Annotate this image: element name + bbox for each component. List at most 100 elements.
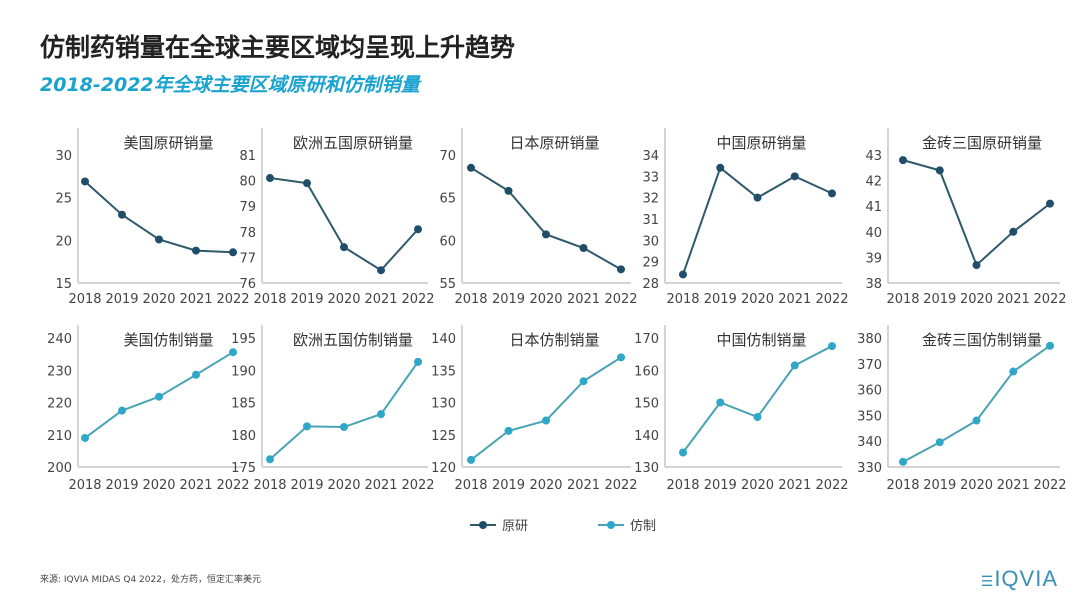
y-tick-label: 33 xyxy=(642,170,659,185)
legend-label-generic: 仿制 xyxy=(630,519,657,534)
y-tick-label: 135 xyxy=(431,364,456,379)
y-tick-label: 29 xyxy=(642,256,659,271)
x-tick-label: 2019 xyxy=(492,478,525,493)
chart-title: 金砖三国原研销量 xyxy=(922,134,1042,152)
x-tick-label: 2020 xyxy=(529,292,562,307)
x-tick-label: 2022 xyxy=(1033,292,1066,307)
data-point xyxy=(716,163,725,172)
x-tick-label: 2022 xyxy=(604,292,637,307)
y-tick-label: 34 xyxy=(642,149,659,164)
x-tick-label: 2019 xyxy=(290,292,323,307)
x-tick-label: 2020 xyxy=(529,478,562,493)
chart-title: 中国仿制销量 xyxy=(716,331,806,349)
x-tick-label: 2018 xyxy=(253,292,286,307)
series-line xyxy=(902,344,1051,463)
data-point xyxy=(340,243,348,252)
x-tick-label: 2021 xyxy=(997,292,1030,307)
y-tick-label: 200 xyxy=(47,461,72,476)
chart-title: 日本仿制销量 xyxy=(509,331,599,349)
series-line xyxy=(682,345,833,454)
x-tick-label: 2019 xyxy=(105,292,138,307)
data-point xyxy=(753,413,762,422)
x-tick-label: 2019 xyxy=(923,292,956,307)
y-tick-label: 170 xyxy=(634,332,659,347)
data-point xyxy=(935,166,944,175)
chart-title: 欧洲五国仿制销量 xyxy=(293,331,413,349)
data-point xyxy=(828,342,836,351)
chart-title: 中国原研销量 xyxy=(716,134,806,152)
data-point xyxy=(899,457,907,466)
x-tick-label: 2020 xyxy=(960,292,993,307)
x-tick-label: 2022 xyxy=(216,292,249,307)
y-tick-label: 220 xyxy=(47,397,72,412)
y-tick-label: 60 xyxy=(439,234,456,249)
data-point xyxy=(899,156,907,165)
y-tick-label: 30 xyxy=(642,234,659,249)
data-point xyxy=(972,416,981,425)
y-tick-label: 77 xyxy=(239,251,256,266)
y-tick-label: 76 xyxy=(239,277,256,292)
x-tick-label: 2020 xyxy=(142,292,175,307)
y-tick-label: 370 xyxy=(857,358,882,373)
data-point xyxy=(1009,227,1018,236)
y-tick-label: 140 xyxy=(634,429,659,444)
x-tick-label: 2022 xyxy=(216,478,249,493)
data-point xyxy=(790,361,799,370)
data-point xyxy=(504,426,513,435)
data-point xyxy=(504,186,513,195)
source-note: 来源: IQVIA MIDAS Q4 2022，处方药，恒定汇率美元 xyxy=(40,575,261,585)
x-tick-label: 2019 xyxy=(923,478,956,493)
y-tick-label: 40 xyxy=(865,226,882,241)
y-tick-label: 55 xyxy=(439,277,456,292)
y-tick-label: 79 xyxy=(239,200,256,215)
y-tick-label: 160 xyxy=(634,364,659,379)
legend-marker-generic xyxy=(598,520,625,529)
x-tick-label: 2021 xyxy=(567,292,600,307)
x-tick-label: 2020 xyxy=(327,478,360,493)
data-point xyxy=(266,455,274,464)
y-tick-label: 28 xyxy=(642,277,659,292)
y-tick-label: 78 xyxy=(239,226,256,241)
data-point xyxy=(414,225,422,234)
series-line xyxy=(682,166,833,275)
x-tick-label: 2018 xyxy=(454,478,487,493)
data-point xyxy=(229,348,237,357)
x-tick-label: 2018 xyxy=(886,478,919,493)
y-tick-label: 140 xyxy=(431,332,456,347)
page-subtitle: 2018-2022年全球主要区域原研和仿制销量 xyxy=(40,74,420,96)
x-tick-label: 2020 xyxy=(142,478,175,493)
legend-item-generic: 仿制 xyxy=(598,515,656,534)
data-point xyxy=(303,179,311,188)
x-tick-label: 2018 xyxy=(68,292,101,307)
y-tick-label: 150 xyxy=(634,397,659,412)
x-tick-label: 2018 xyxy=(253,478,286,493)
chart-title: 欧洲五国原研销量 xyxy=(293,134,413,152)
y-tick-label: 25 xyxy=(55,192,72,207)
data-point xyxy=(81,177,89,186)
series-line xyxy=(269,177,419,272)
data-point xyxy=(155,392,163,401)
x-tick-label: 2021 xyxy=(567,478,600,493)
x-tick-label: 2021 xyxy=(364,478,397,493)
y-tick-label: 38 xyxy=(865,277,882,292)
y-tick-label: 81 xyxy=(239,149,256,164)
y-tick-label: 340 xyxy=(857,435,882,450)
data-point xyxy=(377,410,385,419)
x-tick-label: 2019 xyxy=(704,292,737,307)
x-tick-label: 2018 xyxy=(666,292,699,307)
y-tick-label: 195 xyxy=(231,332,256,347)
x-tick-label: 2020 xyxy=(960,478,993,493)
data-point xyxy=(414,357,422,366)
x-tick-label: 2022 xyxy=(401,292,434,307)
x-tick-label: 2019 xyxy=(105,478,138,493)
data-point xyxy=(118,210,126,219)
data-point xyxy=(118,406,126,415)
y-tick-label: 39 xyxy=(865,251,882,266)
data-point xyxy=(617,353,625,362)
y-tick-label: 190 xyxy=(231,364,256,379)
logo-text: IQVIA xyxy=(994,566,1058,591)
data-point xyxy=(1046,341,1054,350)
legend-marker-original xyxy=(470,520,496,529)
data-point xyxy=(579,377,588,386)
y-tick-label: 380 xyxy=(857,332,882,347)
